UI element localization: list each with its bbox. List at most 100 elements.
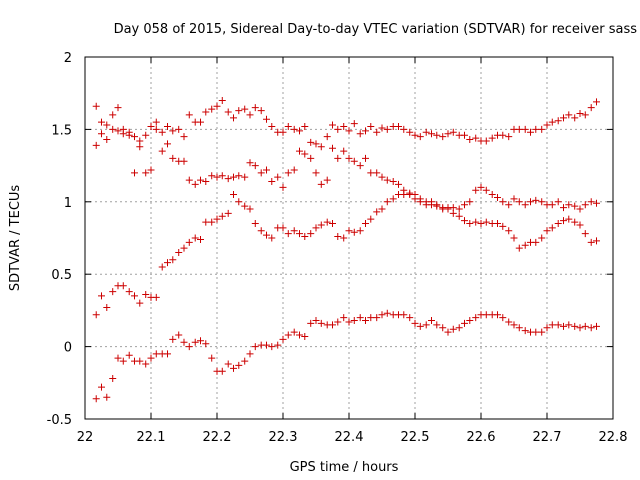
data-point <box>383 198 391 206</box>
data-point <box>505 318 513 326</box>
data-point <box>581 111 589 119</box>
data-point <box>241 202 249 210</box>
x-tick-label: 22.2 <box>203 430 232 445</box>
data-point <box>510 195 518 203</box>
x-tick-labels: 22 22.1 22.2 22.3 22.4 22.5 22.6 22.7 22.8 <box>77 430 628 445</box>
data-point <box>587 104 595 112</box>
data-point <box>246 350 254 358</box>
data-point <box>279 224 287 232</box>
data-point <box>152 125 160 133</box>
data-point <box>362 154 369 162</box>
data-point <box>340 234 348 242</box>
data-point <box>593 98 600 106</box>
data-point <box>383 176 391 184</box>
x-axis-label: GPS time / hours <box>290 460 399 475</box>
data-point <box>119 357 127 365</box>
data-point <box>538 125 546 133</box>
data-point <box>103 136 111 144</box>
data-point <box>109 111 117 119</box>
data-point <box>257 169 265 177</box>
data-point <box>406 128 414 136</box>
data-point <box>466 198 474 206</box>
data-point <box>241 357 249 365</box>
data-point <box>131 292 138 300</box>
data-point <box>224 209 232 217</box>
data-point <box>323 133 331 141</box>
data-point <box>439 133 447 141</box>
data-point <box>515 244 523 252</box>
data-point <box>224 175 232 183</box>
data-point <box>164 259 171 267</box>
data-point <box>290 328 298 336</box>
data-point <box>257 107 265 115</box>
data-point <box>208 354 216 362</box>
data-point <box>208 105 216 113</box>
data-point <box>230 173 237 181</box>
data-point <box>576 109 584 117</box>
data-point <box>158 147 166 155</box>
data-point <box>142 169 150 177</box>
data-point <box>428 317 435 325</box>
data-point <box>373 169 381 177</box>
data-point <box>114 354 122 362</box>
y-axis-label: SDTVAR / TECUs <box>8 185 23 292</box>
data-point <box>548 224 556 232</box>
data-point <box>378 173 386 181</box>
data-point <box>472 186 480 194</box>
data-point <box>356 227 364 235</box>
data-point <box>136 357 144 365</box>
data-point <box>340 147 348 155</box>
data-point <box>284 123 292 131</box>
data-point <box>185 343 193 351</box>
data-point <box>466 220 474 228</box>
data-point <box>571 202 579 210</box>
data-point <box>482 186 490 194</box>
series-4 <box>92 309 600 403</box>
data-point <box>218 367 226 375</box>
data-point <box>92 395 100 403</box>
data-point <box>455 212 463 220</box>
data-point <box>235 198 243 206</box>
data-point <box>373 128 381 136</box>
data-point <box>317 180 325 188</box>
data-point <box>395 123 402 131</box>
data-point <box>98 130 105 138</box>
data-point <box>554 117 562 125</box>
data-point <box>350 120 358 128</box>
data-point <box>554 321 562 329</box>
data-point <box>312 169 320 177</box>
data-point <box>406 314 414 322</box>
data-point <box>560 114 567 122</box>
data-point <box>136 143 144 151</box>
data-point <box>411 319 419 327</box>
data-point <box>191 234 199 242</box>
series-3 <box>92 183 600 319</box>
data-point <box>411 191 419 199</box>
data-point <box>169 256 177 264</box>
data-point <box>147 354 155 362</box>
data-point <box>593 237 600 245</box>
data-point <box>378 205 386 213</box>
data-point <box>307 319 315 327</box>
data-point <box>279 128 287 136</box>
y-tick-label: 2 <box>64 51 72 66</box>
data-point <box>581 230 589 238</box>
data-point <box>246 159 254 167</box>
data-point <box>548 321 556 329</box>
data-point <box>279 183 287 191</box>
data-point <box>373 314 381 322</box>
data-point <box>284 169 292 177</box>
data-point <box>356 314 364 322</box>
data-point <box>334 318 342 326</box>
data-point <box>307 230 315 238</box>
data-point <box>532 328 540 336</box>
data-point <box>301 123 309 131</box>
data-point <box>433 131 441 139</box>
data-point <box>92 102 100 110</box>
series-2 <box>92 125 600 252</box>
data-point <box>131 169 138 177</box>
data-point <box>482 311 490 319</box>
data-point <box>307 154 315 162</box>
data-point <box>169 335 177 343</box>
